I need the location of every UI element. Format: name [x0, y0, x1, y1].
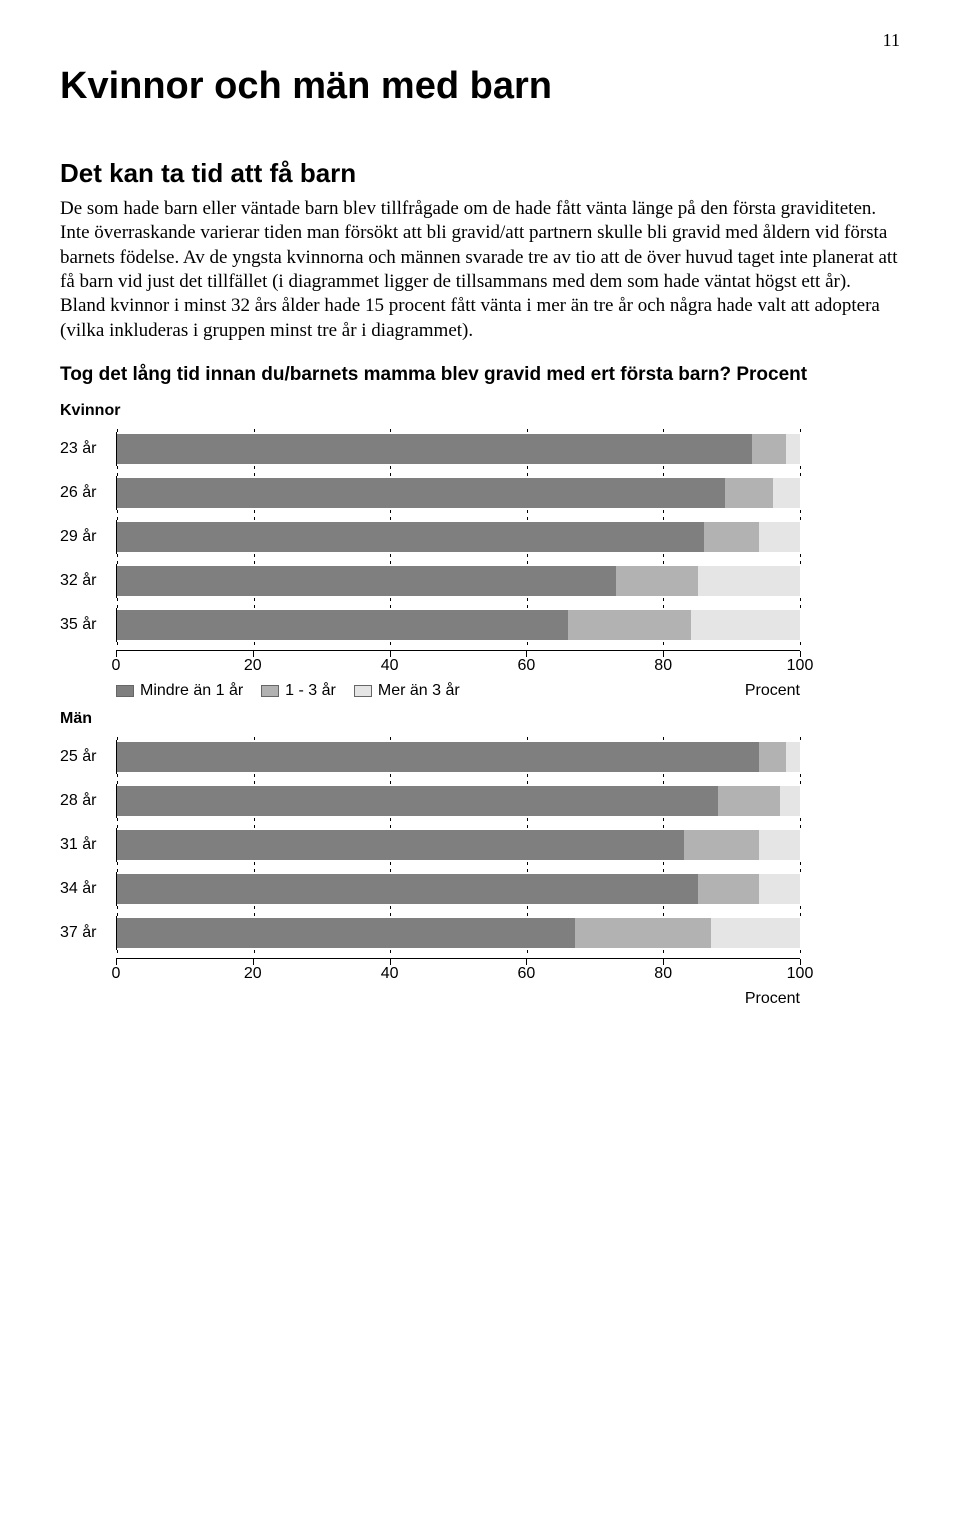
bar-segment [575, 918, 712, 948]
bar-segment [752, 434, 786, 464]
men-group-label: Män [60, 710, 900, 728]
page-title: Kvinnor och män med barn [60, 65, 900, 108]
bar-segment [698, 566, 800, 596]
section-subtitle: Det kan ta tid att få barn [60, 158, 900, 189]
chart-row: 34 år [60, 870, 800, 908]
chart-row: 29 år [60, 518, 800, 556]
chart-row: 32 år [60, 562, 800, 600]
bar-segment [117, 478, 725, 508]
axis-label: Procent [680, 990, 800, 1008]
bar-segment [786, 742, 800, 772]
bar-segment [711, 918, 800, 948]
men-chart: 25 år28 år31 år34 år37 år020406080100Pro… [60, 738, 800, 1008]
bar-segment [691, 610, 800, 640]
legend-label: Mindre än 1 år [140, 682, 243, 700]
row-label: 35 år [60, 616, 116, 634]
legend-swatch [261, 685, 279, 697]
bar-segment [759, 830, 800, 860]
row-label: 29 år [60, 528, 116, 546]
bar-segment [718, 786, 779, 816]
x-axis: 020406080100 [116, 650, 800, 674]
legend-mid: 1 - 3 år [261, 682, 336, 700]
legend-label: 1 - 3 år [285, 682, 336, 700]
row-label: 37 år [60, 924, 116, 942]
bar-segment [759, 522, 800, 552]
legend-gt3: Mer än 3 år [354, 682, 460, 700]
bar-plot [116, 564, 800, 598]
bar-plot [116, 432, 800, 466]
tick-label: 60 [517, 965, 535, 983]
bar-plot [116, 916, 800, 950]
chart-row: 28 år [60, 782, 800, 820]
x-axis: 020406080100 [116, 958, 800, 982]
bar-segment [117, 566, 616, 596]
page-number: 11 [60, 30, 900, 51]
legend-label: Mer än 3 år [378, 682, 460, 700]
bar-plot [116, 740, 800, 774]
row-label: 28 år [60, 792, 116, 810]
bar-segment [773, 478, 800, 508]
tick-label: 0 [112, 965, 121, 983]
row-label: 26 år [60, 484, 116, 502]
bar-segment [759, 874, 800, 904]
bar-segment [698, 874, 759, 904]
bar-segment [786, 434, 800, 464]
chart-row: 31 år [60, 826, 800, 864]
body-paragraph: De som hade barn eller väntade barn blev… [60, 197, 900, 343]
bar-segment [117, 830, 684, 860]
tick-label: 20 [244, 657, 262, 675]
bar-segment [704, 522, 759, 552]
legend-swatch [354, 685, 372, 697]
chart-row: 26 år [60, 474, 800, 512]
tick-label: 40 [381, 965, 399, 983]
women-group-label: Kvinnor [60, 402, 900, 420]
bar-plot [116, 520, 800, 554]
bar-segment [117, 434, 752, 464]
bar-plot [116, 872, 800, 906]
bar-segment [117, 522, 704, 552]
bar-segment [117, 874, 698, 904]
tick-label: 40 [381, 657, 399, 675]
row-label: 25 år [60, 748, 116, 766]
chart-row: 23 år [60, 430, 800, 468]
bar-segment [684, 830, 759, 860]
row-label: 32 år [60, 572, 116, 590]
chart-legend: Mindre än 1 år 1 - 3 år Mer än 3 år [116, 682, 680, 700]
legend-lt1: Mindre än 1 år [116, 682, 243, 700]
tick-label: 20 [244, 965, 262, 983]
row-label: 31 år [60, 836, 116, 854]
bar-plot [116, 608, 800, 642]
women-chart: 23 år26 år29 år32 år35 år020406080100Min… [60, 430, 800, 700]
bar-segment [780, 786, 800, 816]
bar-segment [117, 918, 575, 948]
bar-segment [568, 610, 691, 640]
bar-segment [759, 742, 786, 772]
tick-label: 80 [654, 657, 672, 675]
row-label: 34 år [60, 880, 116, 898]
chart-row: 25 år [60, 738, 800, 776]
bar-plot [116, 784, 800, 818]
tick-label: 100 [787, 657, 814, 675]
tick-label: 80 [654, 965, 672, 983]
legend-swatch [116, 685, 134, 697]
chart-row: 35 år [60, 606, 800, 644]
bar-segment [725, 478, 773, 508]
bar-plot [116, 828, 800, 862]
tick-label: 60 [517, 657, 535, 675]
bar-segment [117, 742, 759, 772]
bar-segment [117, 610, 568, 640]
tick-label: 0 [112, 657, 121, 675]
row-label: 23 år [60, 440, 116, 458]
bar-segment [117, 786, 718, 816]
axis-label: Procent [680, 682, 800, 700]
bar-plot [116, 476, 800, 510]
chart-row: 37 år [60, 914, 800, 952]
tick-label: 100 [787, 965, 814, 983]
chart-question: Tog det lång tid innan du/barnets mamma … [60, 363, 900, 388]
bar-segment [616, 566, 698, 596]
